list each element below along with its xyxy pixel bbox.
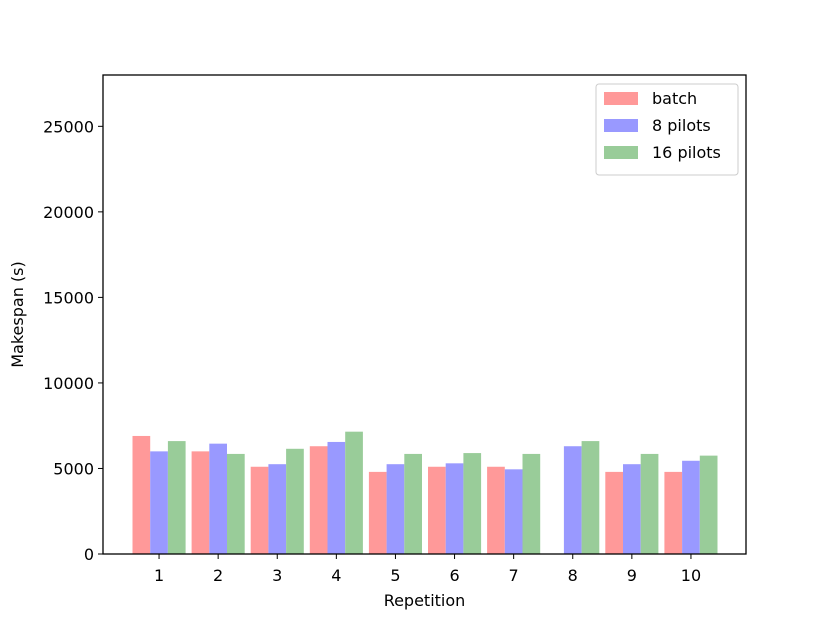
bar-batch-2: [191, 451, 210, 554]
bar-8-pilots-8: [563, 446, 582, 554]
bar-batch-3: [250, 466, 269, 554]
bar-8-pilots-9: [623, 464, 641, 554]
bar-8-pilots-5: [386, 464, 405, 554]
y-tick-label: 15000: [43, 288, 94, 307]
y-axis-ticks: 0 5000 10000 15000 20000 25000: [43, 117, 103, 564]
bar-8-pilots-6: [445, 463, 464, 554]
x-tick-label: 6: [449, 566, 459, 585]
x-tick-label: 4: [331, 566, 341, 585]
x-tick-label: 9: [627, 566, 637, 585]
bar-8-pilots-1: [150, 451, 168, 554]
bar-16-pilots-6: [463, 453, 482, 554]
x-tick-label: 8: [568, 566, 578, 585]
bar-8-pilots-10: [682, 460, 700, 554]
bar-batch-6: [428, 466, 446, 554]
bar-batch-10: [664, 471, 683, 554]
y-tick-label: 0: [84, 545, 94, 564]
bar-16-pilots-9: [640, 453, 659, 554]
bar-batch-4: [309, 446, 328, 554]
bar-8-pilots-7: [504, 469, 523, 554]
plot-frame: [102, 74, 747, 555]
bar-batch-1: [132, 435, 151, 554]
bar-16-pilots-2: [227, 453, 245, 554]
bar-16-pilots-4: [345, 431, 363, 554]
x-tick-label: 5: [390, 566, 400, 585]
x-tick-label: 2: [213, 566, 223, 585]
bar-16-pilots-7: [522, 453, 541, 554]
legend-swatch: [604, 119, 638, 132]
x-tick-label: 3: [272, 566, 282, 585]
bar-8-pilots-2: [209, 443, 227, 554]
bar-batch-7: [487, 466, 505, 554]
bar-16-pilots-3: [286, 448, 304, 554]
y-axis-label: Makespan (s): [8, 261, 27, 368]
legend: batch 8 pilots 16 pilots: [595, 83, 739, 176]
x-tick-label: 1: [154, 566, 164, 585]
bar-batch-9: [605, 471, 623, 554]
x-axis-label: Repetition: [384, 591, 466, 610]
bar-8-pilots-3: [268, 464, 287, 554]
legend-label: 8 pilots: [652, 116, 711, 135]
legend-label: 16 pilots: [652, 143, 721, 162]
y-tick-label: 25000: [43, 117, 94, 136]
x-tick-label: 10: [681, 566, 701, 585]
bar-16-pilots-1: [167, 441, 186, 554]
bar-16-pilots-10: [699, 455, 718, 554]
y-tick-label: 10000: [43, 374, 94, 393]
bar-16-pilots-8: [581, 441, 600, 554]
bars-layer: [132, 431, 718, 554]
bar-8-pilots-4: [327, 441, 346, 554]
legend-swatch: [604, 92, 638, 105]
legend-swatch: [604, 146, 638, 159]
bar-batch-5: [368, 471, 387, 554]
x-axis-ticks: 1 2 3 4 5 6 7 8 9 10: [154, 554, 701, 585]
y-tick-label: 20000: [43, 203, 94, 222]
x-tick-label: 7: [509, 566, 519, 585]
bar-16-pilots-5: [404, 453, 422, 554]
y-tick-label: 5000: [53, 459, 94, 478]
legend-label: batch: [652, 89, 697, 108]
